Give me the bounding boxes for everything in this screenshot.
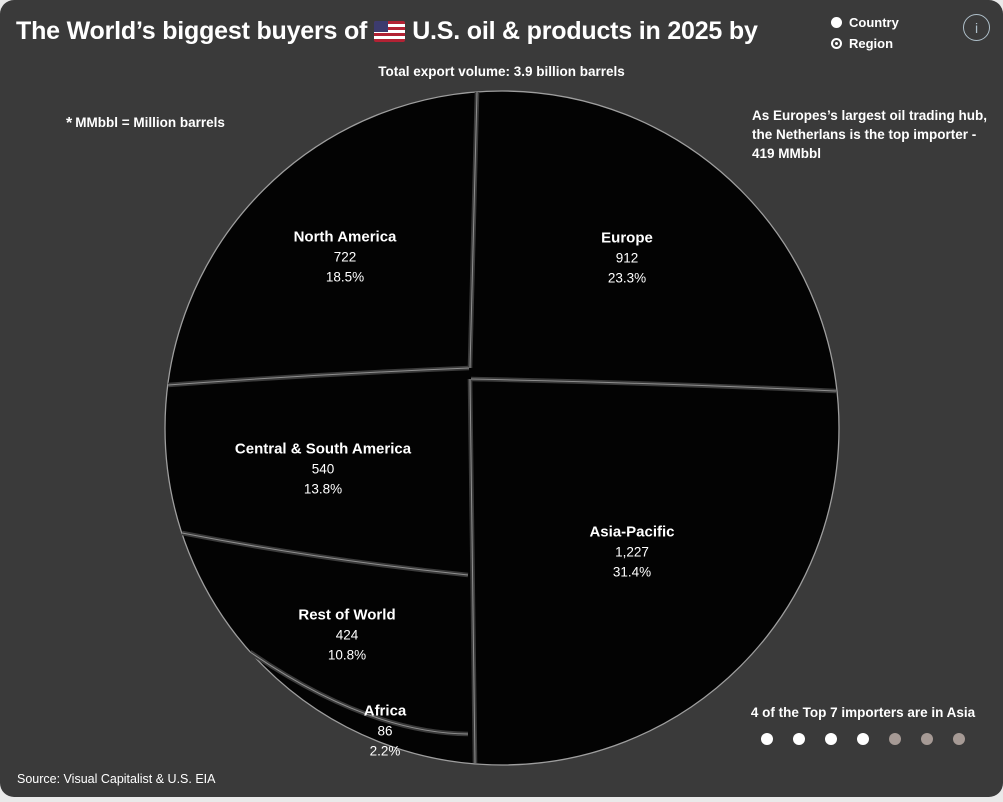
page-title: The World’s biggest buyers of U.S. oil & … (16, 17, 758, 46)
region-label-central-south-america[interactable]: Central & South America 540 13.8% (235, 440, 411, 499)
region-value: 424 (335, 627, 359, 643)
source-text: Source: Visual Capitalist & U.S. EIA (17, 772, 216, 786)
mmbbl-footnote: * MMbbl = Million barrels (66, 115, 225, 133)
region-label-africa[interactable]: Africa 86 2.2% (364, 702, 407, 761)
netherlands-annotation-line1: As Europes’s largest oil trading hub, (752, 108, 988, 123)
total-export-subtitle: Total export volume: 3.9 billion barrels (378, 64, 625, 79)
importer-dot-2 (793, 733, 805, 745)
radio-country-label: Country (849, 15, 899, 30)
netherlands-annotation-line2: the Netherlans is the top importer - (752, 127, 977, 142)
asia-annotation: 4 of the Top 7 importers are in Asia (750, 705, 976, 720)
region-name: Rest of World (298, 606, 396, 624)
region-label-rest-of-world[interactable]: Rest of World 424 10.8% (298, 606, 395, 665)
view-toggle: Country Region (831, 12, 899, 54)
region-percent: 31.4% (612, 564, 652, 579)
region-value: 86 (377, 723, 393, 739)
page-title-prefix: The World’s biggest buyers of (16, 17, 368, 45)
info-icon[interactable]: i (963, 14, 990, 41)
region-value: 540 (311, 461, 335, 477)
region-name: Europe (601, 229, 653, 247)
region-label-asia-pacific[interactable]: Asia-Pacific 1,227 31.4% (589, 523, 674, 582)
radio-country-icon (831, 17, 842, 28)
region-value: 722 (333, 249, 357, 265)
chart-circle[interactable] (164, 90, 840, 766)
importer-dot-7 (953, 733, 965, 745)
mmbbl-footnote-text: MMbbl = Million barrels (75, 115, 225, 130)
radio-region-label: Region (849, 36, 894, 51)
radio-region[interactable]: Region (831, 33, 899, 54)
importer-dot-5 (889, 733, 901, 745)
us-flag-icon (374, 21, 406, 42)
segment-divider-highlights (167, 91, 837, 764)
page-title-suffix: U.S. oil & products in 2025 by (412, 17, 758, 45)
region-percent: 2.2% (369, 743, 401, 758)
netherlands-annotation: As Europes’s largest oil trading hub, th… (752, 106, 1002, 163)
region-value: 1,227 (615, 544, 649, 560)
region-name: Africa (363, 702, 407, 720)
netherlands-annotation-line3: 419 MMbbl (752, 146, 822, 161)
importer-dot-6 (921, 733, 933, 745)
region-percent: 23.3% (607, 270, 647, 285)
radio-country[interactable]: Country (831, 12, 899, 33)
region-percent: 13.8% (303, 481, 343, 496)
region-name: North America (293, 228, 397, 246)
radio-region-selected-icon (831, 38, 842, 49)
region-label-north-america[interactable]: North America 722 18.5% (294, 228, 397, 287)
region-value: 912 (615, 250, 639, 266)
importer-dot-1 (761, 733, 773, 745)
region-label-europe[interactable]: Europe 912 23.3% (601, 229, 653, 288)
top-importers-dots (761, 733, 965, 745)
importer-dot-4 (857, 733, 869, 745)
region-percent: 18.5% (325, 269, 365, 284)
importer-dot-3 (825, 733, 837, 745)
region-name: Asia-Pacific (589, 523, 675, 541)
region-name: Central & South America (234, 440, 412, 458)
region-percent: 10.8% (327, 647, 367, 662)
asterisk: * (66, 115, 73, 132)
